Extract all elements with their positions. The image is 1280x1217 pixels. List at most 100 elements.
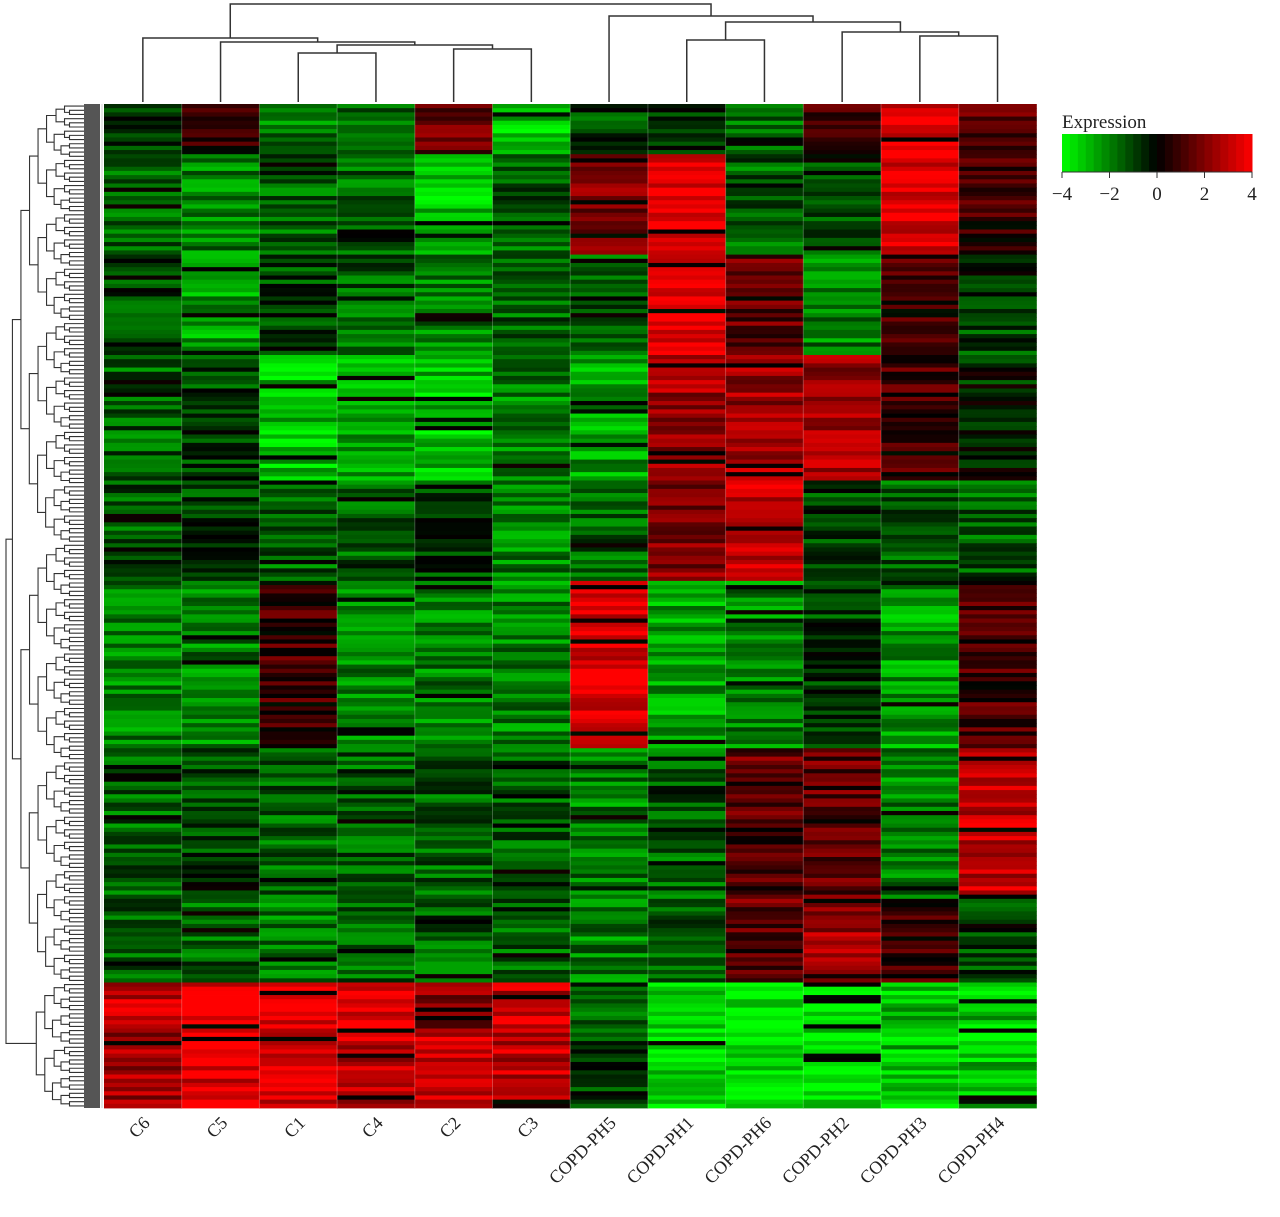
heatmap-cell — [725, 585, 804, 590]
heatmap-cell — [881, 965, 960, 971]
heatmap-cell — [881, 116, 960, 122]
heatmap-cell — [259, 639, 338, 645]
heatmap-cell — [337, 442, 416, 448]
heatmap-cell — [492, 731, 571, 737]
dendrogram-branch — [28, 373, 39, 485]
heatmap-cell — [647, 572, 726, 578]
heatmap-cell — [259, 760, 338, 766]
heatmap-cell — [570, 731, 649, 737]
heatmap-cell — [725, 664, 804, 670]
heatmap-cell — [259, 852, 338, 858]
heatmap-cell — [803, 911, 882, 916]
heatmap-cell — [647, 166, 726, 172]
heatmap-cell — [725, 894, 804, 900]
row-dendrogram — [5, 105, 84, 1107]
heatmap-cell — [647, 401, 726, 406]
heatmap-cell — [803, 810, 882, 816]
heatmap-cell — [414, 1003, 493, 1008]
heatmap-cell — [259, 476, 338, 481]
legend-title: Expression — [1062, 112, 1147, 133]
heatmap-cell — [181, 944, 260, 950]
heatmap-cell — [259, 635, 338, 640]
heatmap-cell — [803, 601, 882, 607]
heatmap-cell — [881, 923, 960, 929]
heatmap-cell — [104, 150, 183, 155]
heatmap-cell — [181, 212, 260, 218]
heatmap-cell — [647, 518, 726, 523]
heatmap-cell — [958, 668, 1037, 674]
heatmap-cell — [337, 447, 416, 452]
heatmap-cell — [259, 819, 338, 824]
heatmap-cell — [881, 1020, 960, 1025]
heatmap-cell — [492, 886, 571, 891]
heatmap-cell — [337, 806, 416, 812]
heatmap-cell — [414, 852, 493, 858]
heatmap-cell — [803, 865, 882, 870]
heatmap-cell — [492, 246, 571, 251]
heatmap-cell — [647, 363, 726, 368]
heatmap-cell — [647, 936, 726, 942]
heatmap-cell — [958, 1041, 1037, 1046]
heatmap-cell — [259, 120, 338, 126]
heatmap-cell — [725, 555, 804, 561]
heatmap-cell — [803, 350, 882, 356]
heatmap-cell — [492, 940, 571, 946]
heatmap-cell — [881, 698, 960, 703]
heatmap-cell — [958, 1003, 1037, 1008]
heatmap-cell — [570, 739, 649, 745]
heatmap-cell — [104, 380, 183, 385]
heatmap-cell — [881, 639, 960, 645]
heatmap-cell — [181, 1045, 260, 1050]
heatmap-cell — [337, 861, 416, 866]
heatmap-cell — [492, 1007, 571, 1013]
heatmap-cell — [259, 484, 338, 490]
heatmap-cell — [647, 940, 726, 946]
heatmap-cell — [803, 279, 882, 285]
heatmap-cell — [647, 660, 726, 665]
heatmap-cell — [259, 221, 338, 226]
heatmap-cell — [803, 559, 882, 565]
heatmap-cell — [414, 894, 493, 900]
heatmap-cell — [725, 300, 804, 306]
heatmap-cell — [492, 467, 571, 473]
heatmap-cell — [181, 480, 260, 486]
heatmap-cell — [104, 1045, 183, 1050]
heatmap-cell — [958, 718, 1037, 724]
legend-swatch — [1172, 134, 1182, 172]
heatmap-cell — [570, 894, 649, 900]
heatmap-cell — [881, 371, 960, 377]
dendrogram-branch — [53, 489, 65, 507]
heatmap-cell — [725, 593, 804, 599]
heatmap-cell — [881, 944, 960, 950]
heatmap-cell — [259, 242, 338, 247]
heatmap-cell — [414, 1082, 493, 1088]
heatmap-cell — [647, 426, 726, 431]
heatmap-cell — [181, 288, 260, 293]
heatmap-cell — [414, 1095, 493, 1101]
heatmap-cell — [570, 342, 649, 348]
heatmap-cell — [725, 522, 804, 527]
heatmap-cell — [647, 601, 726, 607]
heatmap-cell — [881, 488, 960, 494]
heatmap-cell — [104, 518, 183, 523]
heatmap-cell — [647, 1053, 726, 1059]
heatmap-cell — [259, 982, 338, 988]
heatmap-cell — [181, 154, 260, 159]
heatmap-cell — [570, 769, 649, 774]
heatmap-cell — [647, 1015, 726, 1021]
heatmap-cell — [803, 154, 882, 159]
heatmap-cell — [414, 714, 493, 720]
heatmap-cell — [958, 292, 1037, 297]
heatmap-cell — [958, 622, 1037, 628]
heatmap-cell — [647, 476, 726, 481]
heatmap-cell — [803, 150, 882, 155]
heatmap-cell — [259, 250, 338, 255]
heatmap-cell — [570, 271, 649, 276]
heatmap-cell — [725, 685, 804, 691]
heatmap-cell — [725, 589, 804, 594]
heatmap-cell — [803, 698, 882, 703]
heatmap-cell — [958, 108, 1037, 113]
heatmap-cell — [647, 710, 726, 716]
heatmap-cell — [181, 949, 260, 954]
heatmap-cell — [259, 773, 338, 778]
